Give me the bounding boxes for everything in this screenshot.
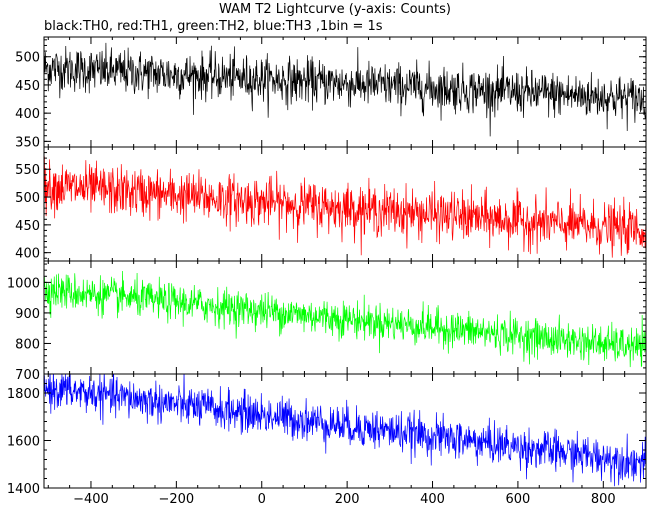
panel-th2: 700 800 900 1000 xyxy=(7,260,647,383)
x-axis: −400 −200 0 200 400 600 800 xyxy=(73,492,616,505)
y-tick-label: 350 xyxy=(15,135,40,150)
y-tick-label: 1400 xyxy=(7,482,40,497)
y-tick-label: 500 xyxy=(15,51,40,66)
x-tick-label: 400 xyxy=(420,492,445,505)
y-tick-label: 450 xyxy=(15,79,40,94)
y-tick-label: 500 xyxy=(15,191,40,206)
x-tick-label: −400 xyxy=(73,492,109,505)
y-tick-label: 900 xyxy=(15,307,40,322)
chart-title: WAM T2 Lightcurve (y-axis: Counts) xyxy=(219,2,451,17)
series-line-th1 xyxy=(44,156,646,258)
y-tick-label: 400 xyxy=(15,247,40,262)
y-tick-label: 550 xyxy=(15,163,40,178)
x-tick-label: 0 xyxy=(258,492,266,505)
y-tick-label: 1600 xyxy=(7,435,40,450)
chart-subtitle: black:TH0, red:TH1, green:TH2, blue:TH3 … xyxy=(44,19,383,34)
panel-th1: 400 450 500 550 xyxy=(15,146,647,262)
series-line-th2 xyxy=(44,271,646,368)
x-tick-label: 800 xyxy=(591,492,616,505)
x-tick-label: 600 xyxy=(506,492,531,505)
x-tick-label: 200 xyxy=(335,492,360,505)
series-line-th0 xyxy=(44,42,646,137)
y-tick-label: 450 xyxy=(15,219,40,234)
panel-th3: 1400 1600 1800 xyxy=(7,373,647,497)
panels-group: 350 400 450 500 400 450 500 550 700 800 900 1000 140… xyxy=(7,36,647,497)
y-tick-label: 800 xyxy=(15,337,40,352)
panel-th0: 350 400 450 500 xyxy=(15,36,647,150)
y-tick-label: 1000 xyxy=(7,276,40,291)
y-tick-label: 400 xyxy=(15,107,40,122)
x-tick-label: −200 xyxy=(158,492,194,505)
y-tick-label: 700 xyxy=(15,368,40,383)
y-tick-label: 1800 xyxy=(7,387,40,402)
series-line-th3 xyxy=(44,374,646,487)
